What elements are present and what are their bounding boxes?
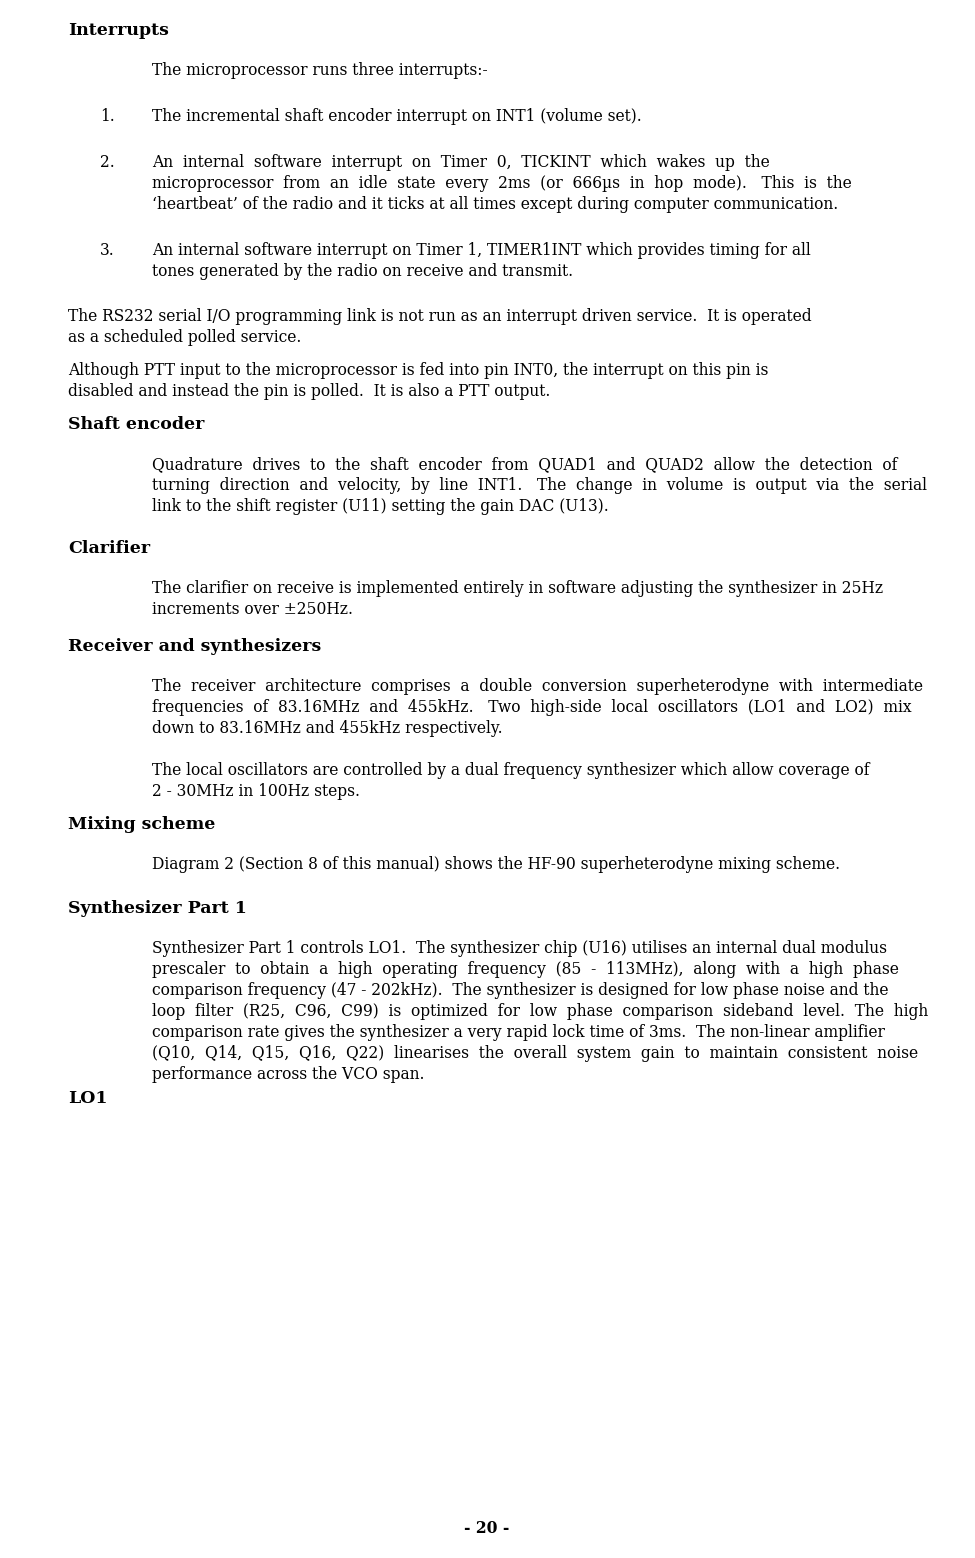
Text: Synthesizer Part 1 controls LO1.  The synthesizer chip (U16) utilises an interna: Synthesizer Part 1 controls LO1. The syn… bbox=[152, 939, 887, 957]
Text: 2.: 2. bbox=[100, 154, 115, 171]
Text: comparison rate gives the synthesizer a very rapid lock time of 3ms.  The non-li: comparison rate gives the synthesizer a … bbox=[152, 1024, 885, 1041]
Text: The microprocessor runs three interrupts:-: The microprocessor runs three interrupts… bbox=[152, 62, 488, 79]
Text: increments over ±250Hz.: increments over ±250Hz. bbox=[152, 601, 353, 619]
Text: Diagram 2 (Section 8 of this manual) shows the HF-90 superheterodyne mixing sche: Diagram 2 (Section 8 of this manual) sho… bbox=[152, 855, 840, 872]
Text: disabled and instead the pin is polled.  It is also a PTT output.: disabled and instead the pin is polled. … bbox=[68, 383, 550, 400]
Text: 3.: 3. bbox=[100, 241, 115, 259]
Text: frequencies  of  83.16MHz  and  455kHz.   Two  high-side  local  oscillators  (L: frequencies of 83.16MHz and 455kHz. Two … bbox=[152, 700, 912, 717]
Text: The local oscillators are controlled by a dual frequency synthesizer which allow: The local oscillators are controlled by … bbox=[152, 762, 870, 779]
Text: as a scheduled polled service.: as a scheduled polled service. bbox=[68, 329, 301, 346]
Text: link to the shift register (U11) setting the gain DAC (U13).: link to the shift register (U11) setting… bbox=[152, 499, 608, 516]
Text: 1.: 1. bbox=[100, 108, 115, 125]
Text: Clarifier: Clarifier bbox=[68, 541, 150, 558]
Text: Interrupts: Interrupts bbox=[68, 22, 169, 39]
Text: The  receiver  architecture  comprises  a  double  conversion  superheterodyne  : The receiver architecture comprises a do… bbox=[152, 678, 923, 695]
Text: tones generated by the radio on receive and transmit.: tones generated by the radio on receive … bbox=[152, 263, 573, 280]
Text: turning  direction  and  velocity,  by  line  INT1.   The  change  in  volume  i: turning direction and velocity, by line … bbox=[152, 477, 927, 494]
Text: An  internal  software  interrupt  on  Timer  0,  TICKINT  which  wakes  up  the: An internal software interrupt on Timer … bbox=[152, 154, 769, 171]
Text: performance across the VCO span.: performance across the VCO span. bbox=[152, 1066, 424, 1083]
Text: microprocessor  from  an  idle  state  every  2ms  (or  666µs  in  hop  mode).  : microprocessor from an idle state every … bbox=[152, 174, 852, 192]
Text: The RS232 serial I/O programming link is not run as an interrupt driven service.: The RS232 serial I/O programming link is… bbox=[68, 308, 811, 326]
Text: LO1: LO1 bbox=[68, 1091, 107, 1108]
Text: (Q10,  Q14,  Q15,  Q16,  Q22)  linearises  the  overall  system  gain  to  maint: (Q10, Q14, Q15, Q16, Q22) linearises the… bbox=[152, 1045, 918, 1063]
Text: Quadrature  drives  to  the  shaft  encoder  from  QUAD1  and  QUAD2  allow  the: Quadrature drives to the shaft encoder f… bbox=[152, 456, 897, 474]
Text: Although PTT input to the microprocessor is fed into pin INT0, the interrupt on : Although PTT input to the microprocessor… bbox=[68, 361, 768, 379]
Text: 2 - 30MHz in 100Hz steps.: 2 - 30MHz in 100Hz steps. bbox=[152, 784, 360, 799]
Text: Receiver and synthesizers: Receiver and synthesizers bbox=[68, 637, 321, 654]
Text: Synthesizer Part 1: Synthesizer Part 1 bbox=[68, 901, 247, 918]
Text: Shaft encoder: Shaft encoder bbox=[68, 416, 205, 433]
Text: comparison frequency (47 - 202kHz).  The synthesizer is designed for low phase n: comparison frequency (47 - 202kHz). The … bbox=[152, 982, 888, 999]
Text: Mixing scheme: Mixing scheme bbox=[68, 816, 215, 834]
Text: loop  filter  (R25,  C96,  C99)  is  optimized  for  low  phase  comparison  sid: loop filter (R25, C96, C99) is optimized… bbox=[152, 1003, 928, 1020]
Text: down to 83.16MHz and 455kHz respectively.: down to 83.16MHz and 455kHz respectively… bbox=[152, 720, 503, 737]
Text: prescaler  to  obtain  a  high  operating  frequency  (85  -  113MHz),  along  w: prescaler to obtain a high operating fre… bbox=[152, 961, 899, 978]
Text: - 20 -: - 20 - bbox=[464, 1521, 510, 1538]
Text: The incremental shaft encoder interrupt on INT1 (volume set).: The incremental shaft encoder interrupt … bbox=[152, 108, 642, 125]
Text: ‘heartbeat’ of the radio and it ticks at all times except during computer commun: ‘heartbeat’ of the radio and it ticks at… bbox=[152, 196, 838, 213]
Text: The clarifier on receive is implemented entirely in software adjusting the synth: The clarifier on receive is implemented … bbox=[152, 580, 883, 597]
Text: An internal software interrupt on Timer 1, TIMER1INT which provides timing for a: An internal software interrupt on Timer … bbox=[152, 241, 811, 259]
